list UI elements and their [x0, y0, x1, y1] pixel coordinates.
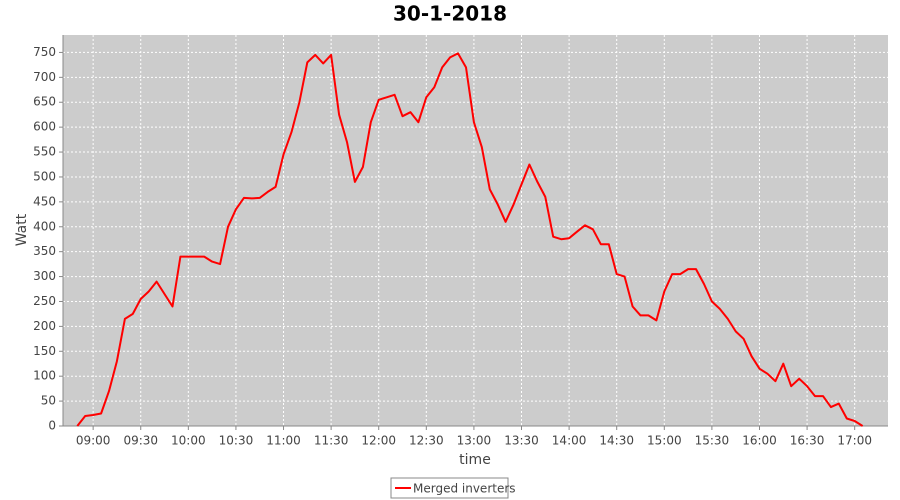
- y-tick-label: 200: [33, 319, 56, 333]
- x-tick-label: 14:00: [552, 434, 587, 448]
- x-tick-label: 17:00: [837, 434, 872, 448]
- y-tick-label: 750: [33, 45, 56, 59]
- x-tick-label: 15:00: [647, 434, 682, 448]
- y-tick-label: 600: [33, 120, 56, 134]
- legend-label: Merged inverters: [413, 482, 516, 496]
- y-tick-label: 100: [33, 369, 56, 383]
- y-tick-label: 150: [33, 344, 56, 358]
- x-tick-label: 14:30: [599, 434, 634, 448]
- x-tick-label: 09:00: [76, 434, 111, 448]
- data-line: [76, 52, 864, 427]
- y-tick-label: 500: [33, 169, 56, 183]
- plot-area: [63, 35, 888, 426]
- y-tick-label: 400: [33, 219, 56, 233]
- y-tick-label: 450: [33, 194, 56, 208]
- y-tick-label: 0: [48, 419, 56, 433]
- y-tick-label: 250: [33, 294, 56, 308]
- y-tick-label: 300: [33, 269, 56, 283]
- x-tick-label: 13:00: [457, 434, 492, 448]
- x-tick-label: 10:30: [219, 434, 254, 448]
- x-tick-label: 16:30: [790, 434, 825, 448]
- y-axis-label: Watt: [14, 213, 30, 246]
- x-axis-label: time: [459, 452, 491, 468]
- x-tick-label: 09:30: [123, 434, 158, 448]
- y-tick-label: 50: [41, 394, 56, 408]
- x-tick-label: 11:30: [314, 434, 349, 448]
- y-tick-label: 350: [33, 244, 56, 258]
- x-tick-label: 16:00: [742, 434, 777, 448]
- chart-title: 30-1-2018: [393, 2, 507, 26]
- x-tick-label: 13:30: [504, 434, 539, 448]
- x-tick-label: 10:00: [171, 434, 206, 448]
- x-tick-label: 11:00: [266, 434, 301, 448]
- y-tick-label: 650: [33, 95, 56, 109]
- legend-box: [390, 477, 509, 499]
- x-tick-label: 15:30: [695, 434, 730, 448]
- y-tick-label: 550: [33, 145, 56, 159]
- y-tick-label: 700: [33, 70, 56, 84]
- x-tick-label: 12:30: [409, 434, 444, 448]
- x-tick-label: 12:00: [361, 434, 396, 448]
